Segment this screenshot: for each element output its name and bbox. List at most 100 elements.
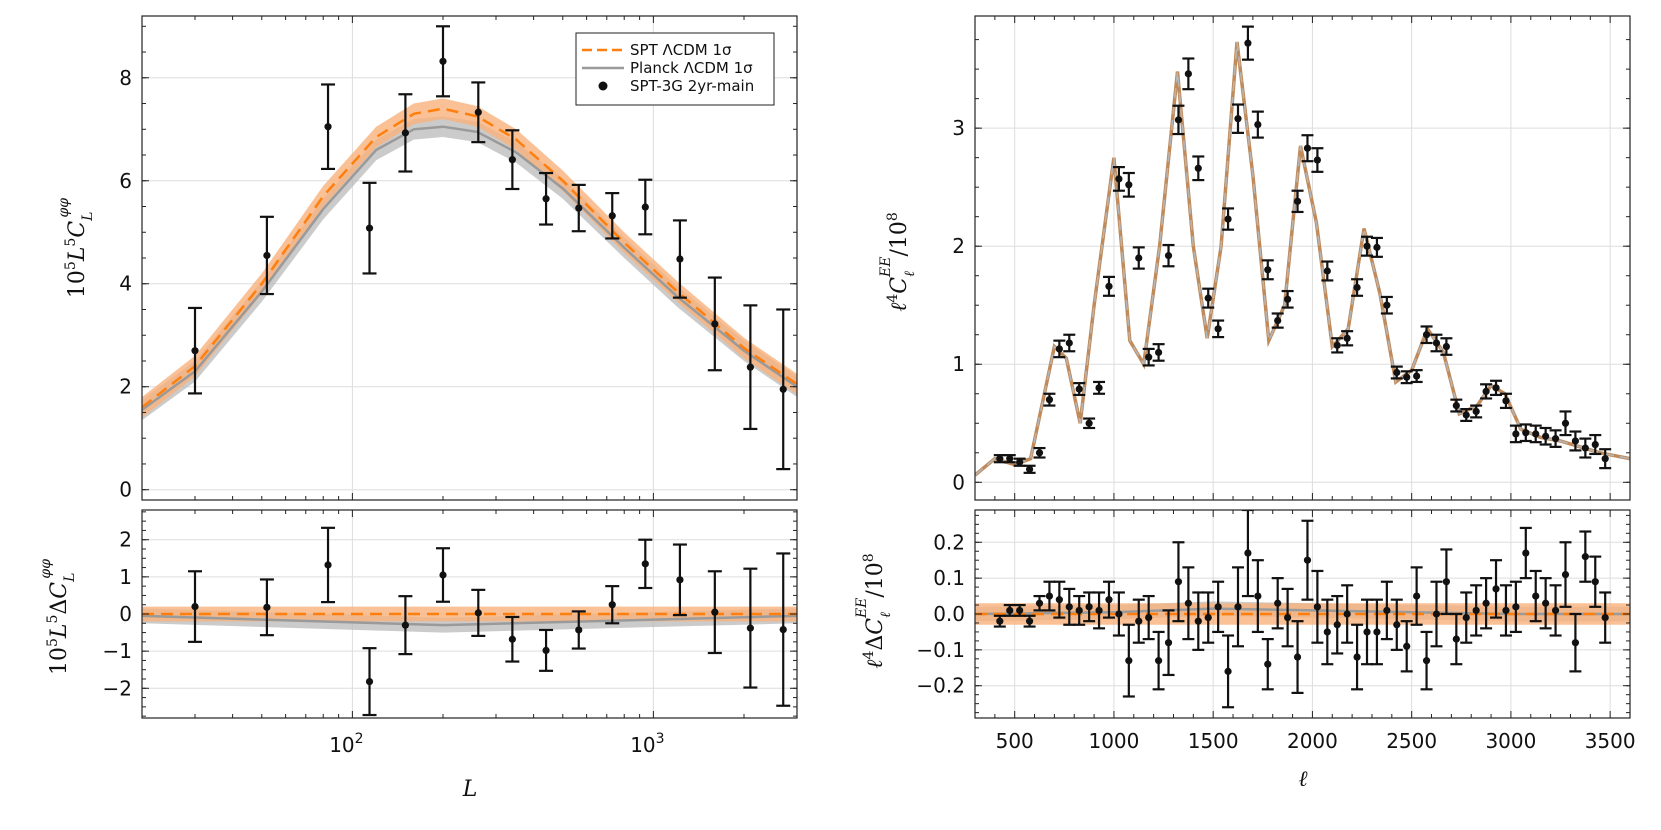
data-point xyxy=(1472,407,1480,416)
data-point xyxy=(1254,121,1262,129)
x-tick-label: 500 xyxy=(996,729,1034,753)
data-point xyxy=(608,212,616,220)
data-point xyxy=(1363,242,1371,250)
data-point xyxy=(1065,339,1073,347)
data-point xyxy=(1035,449,1044,457)
data-point xyxy=(1264,266,1272,274)
data-point xyxy=(1502,606,1510,615)
axes-frame xyxy=(974,15,1631,501)
y-tick-label: 1 xyxy=(119,565,132,589)
data-point xyxy=(1025,617,1034,625)
data-point xyxy=(1016,606,1024,615)
data-point xyxy=(324,123,332,131)
data-point xyxy=(1551,606,1560,615)
data-point xyxy=(1532,430,1540,438)
data-point xyxy=(1333,621,1341,629)
data-point xyxy=(1413,592,1421,600)
data-point xyxy=(1343,334,1351,342)
plot-area xyxy=(142,25,797,471)
data-point xyxy=(1393,368,1401,377)
data-point xyxy=(711,608,719,616)
data-point xyxy=(1154,657,1163,665)
data-point xyxy=(1214,325,1222,333)
data-point xyxy=(1125,181,1133,189)
data-point xyxy=(263,251,271,260)
data-point xyxy=(1581,553,1589,561)
y-tick-label: −1 xyxy=(103,639,132,663)
data-point xyxy=(1373,243,1381,251)
legend-label-data: SPT-3G 2yr-main xyxy=(630,77,754,95)
data-point xyxy=(1373,628,1381,636)
data-point xyxy=(1045,592,1054,600)
data-point xyxy=(1095,384,1103,392)
data-point xyxy=(1214,603,1222,611)
svg-text:ℓ4CℓEE/108: ℓ4CℓEE/108 xyxy=(878,212,918,312)
x-tick-label: 2500 xyxy=(1386,729,1437,753)
data-point xyxy=(1145,613,1153,622)
y-tick-label: 4 xyxy=(119,272,132,296)
data-point xyxy=(1055,345,1063,353)
x-axis-label-ee: ℓ xyxy=(1298,767,1308,792)
data-point xyxy=(1164,639,1173,647)
data-point xyxy=(1095,606,1103,615)
plot-area xyxy=(142,526,797,717)
data-point xyxy=(1601,613,1609,622)
y-axis-label-lensing-residual: 105L5ΔCLφφ xyxy=(38,559,78,675)
legend-marker-data xyxy=(598,81,608,91)
data-point xyxy=(1492,384,1500,392)
x-tick-label: 102 xyxy=(329,731,363,757)
data-point xyxy=(1462,411,1470,419)
spt-band xyxy=(142,98,797,418)
x-tick-label: 3500 xyxy=(1585,729,1636,753)
data-point xyxy=(1264,660,1272,668)
data-point xyxy=(1313,156,1321,164)
data-point xyxy=(1452,401,1460,410)
y-tick-label: −0.2 xyxy=(916,674,965,698)
planck-line xyxy=(142,125,797,411)
data-point xyxy=(1204,613,1212,622)
spt-band-line xyxy=(975,41,1630,477)
y-axis-label-lensing-main: 105L5CLφφ xyxy=(56,198,96,298)
data-point xyxy=(1145,353,1153,361)
data-point xyxy=(1323,267,1331,275)
data-point xyxy=(1462,613,1470,622)
data-point xyxy=(1363,628,1371,636)
data-point xyxy=(1542,432,1550,440)
x-axis-label-lensing: L xyxy=(462,777,478,802)
data-point xyxy=(1293,197,1302,205)
data-point xyxy=(641,203,649,211)
data-point xyxy=(1482,599,1490,607)
data-point xyxy=(365,678,374,686)
data-point xyxy=(1115,610,1123,618)
data-point xyxy=(1274,316,1282,325)
data-point xyxy=(746,363,754,371)
data-point xyxy=(1472,606,1480,615)
data-point xyxy=(1353,653,1361,661)
planck-line-overlay xyxy=(975,41,1630,476)
data-point xyxy=(1383,606,1391,615)
y-tick-label: 2 xyxy=(119,528,132,552)
x-tick-label: 103 xyxy=(630,731,664,757)
plot-area xyxy=(975,25,1630,477)
y-tick-label: 0.0 xyxy=(933,602,965,626)
data-point xyxy=(1561,419,1570,427)
plot-area xyxy=(975,510,1630,709)
data-point xyxy=(365,224,374,232)
data-point xyxy=(474,108,482,116)
data-point xyxy=(1234,603,1242,611)
data-point xyxy=(401,129,409,137)
svg-text:ℓ4ΔCℓEE/108: ℓ4ΔCℓEE/108 xyxy=(854,553,894,668)
data-point xyxy=(1184,599,1192,607)
data-point xyxy=(542,195,550,203)
data-point xyxy=(1035,599,1044,607)
data-point xyxy=(1532,592,1540,600)
y-tick-label: 0 xyxy=(119,602,132,626)
data-point xyxy=(676,255,684,263)
data-point xyxy=(1105,282,1113,290)
data-point xyxy=(1194,617,1202,625)
data-point xyxy=(1333,341,1341,349)
svg-text:105L5CLφφ: 105L5CLφφ xyxy=(56,198,96,298)
data-point xyxy=(1383,301,1391,309)
data-point xyxy=(1006,455,1014,463)
data-point xyxy=(1581,444,1589,452)
